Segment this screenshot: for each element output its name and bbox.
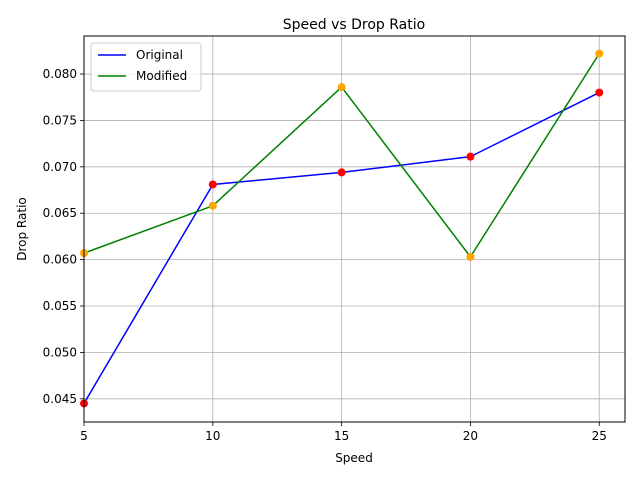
data-point: [337, 83, 346, 92]
data-point: [466, 252, 475, 261]
y-axis-label: Drop Ratio: [15, 197, 29, 261]
x-tick-label: 10: [205, 429, 220, 443]
y-axis: 0.045 0.050 0.055 0.060 0.065 0.070 0.075 0.080: [43, 67, 84, 406]
y-tick-label: 0.045: [43, 392, 77, 406]
data-point: [595, 49, 604, 58]
plot-frame: [83, 35, 626, 423]
legend: Original Modified: [90, 42, 202, 92]
x-tick-label: 25: [592, 429, 607, 443]
y-tick-label: 0.055: [43, 299, 77, 313]
y-tick-label: 0.065: [43, 206, 77, 220]
grid: [83, 36, 625, 422]
series-points-original: [80, 88, 604, 408]
data-point: [208, 201, 217, 210]
x-tick-label: 5: [80, 429, 88, 443]
series-points-modified: [80, 49, 604, 261]
series-layer: [80, 49, 604, 408]
y-tick-label: 0.070: [43, 160, 77, 174]
y-tick-label: 0.080: [43, 67, 77, 81]
x-axis-label: Speed: [335, 451, 373, 465]
data-point: [595, 88, 604, 97]
y-tick-label: 0.075: [43, 113, 77, 127]
chart-title: Speed vs Drop Ratio: [283, 17, 425, 33]
x-tick-label: 20: [463, 429, 478, 443]
y-tick-label: 0.050: [43, 345, 77, 359]
data-point: [208, 180, 217, 189]
legend-label: Modified: [136, 69, 187, 83]
x-axis: 5 10 15 20 25: [80, 422, 607, 443]
data-point: [337, 168, 346, 177]
x-tick-label: 15: [334, 429, 349, 443]
legend-label: Original: [136, 48, 183, 62]
data-point: [466, 152, 475, 161]
y-tick-label: 0.060: [43, 253, 77, 267]
